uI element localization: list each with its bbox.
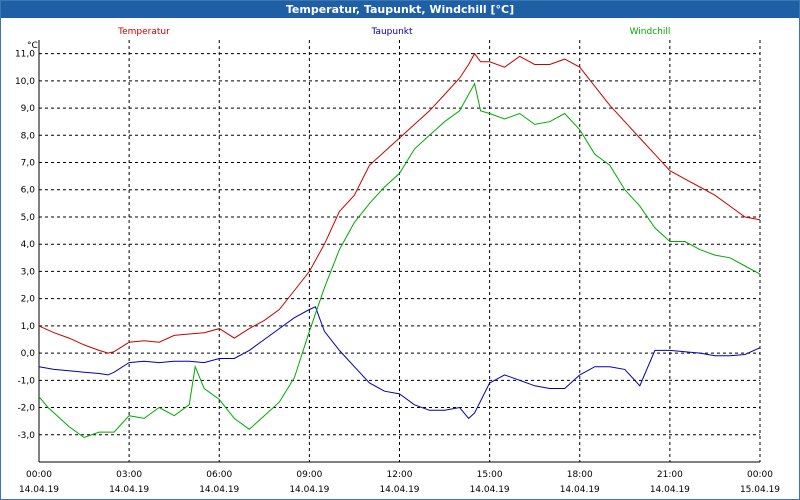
y-tick-label: -3,0 bbox=[17, 431, 35, 441]
y-tick-label: 0,0 bbox=[21, 349, 36, 359]
y-tick-label: 1,0 bbox=[21, 322, 36, 332]
x-tick-time: 00:00 bbox=[26, 470, 52, 480]
x-tick-date: 14.04.19 bbox=[650, 485, 690, 495]
x-tick-date: 14.04.19 bbox=[199, 485, 239, 495]
y-tick-label: -1,0 bbox=[17, 376, 35, 386]
axes: -3,0 -2,0 -1,0 0,0 1,0 2,0 3,0 4,0 5,0 6,0 7,0 8,0 9… bbox=[15, 40, 780, 495]
x-tick-date: 14.04.19 bbox=[19, 485, 59, 495]
x-tick-time: 12:00 bbox=[387, 470, 413, 480]
x-tick-time: 09:00 bbox=[296, 470, 322, 480]
x-tick-date: 15.04.19 bbox=[740, 485, 780, 495]
legend-entry-windchill: Windchill bbox=[630, 27, 671, 37]
y-tick-label: -2,0 bbox=[17, 404, 35, 414]
x-tick-time: 06:00 bbox=[206, 470, 232, 480]
x-tick-date: 14.04.19 bbox=[560, 485, 600, 495]
y-tick-label: 2,0 bbox=[21, 295, 36, 305]
y-tick-label: 6,0 bbox=[21, 186, 36, 196]
chart-title: Temperatur, Taupunkt, Windchill [°C] bbox=[1, 1, 799, 18]
x-tick-time: 15:00 bbox=[477, 470, 503, 480]
x-tick-date: 14.04.19 bbox=[109, 485, 149, 495]
x-tick-date: 14.04.19 bbox=[379, 485, 419, 495]
y-tick-label: 3,0 bbox=[21, 267, 36, 277]
legend-entry-temperatur: Temperatur bbox=[117, 27, 170, 37]
series-line-temperatur bbox=[38, 52, 761, 354]
y-tick-label: 4,0 bbox=[21, 240, 36, 250]
series-line-windchill bbox=[38, 82, 761, 439]
y-tick-label: 9,0 bbox=[21, 104, 36, 114]
x-tick-time: 00:00 bbox=[747, 470, 773, 480]
y-tick-label: 8,0 bbox=[21, 131, 36, 141]
x-tick-date: 14.04.19 bbox=[289, 485, 329, 495]
legend: Temperatur Taupunkt Windchill bbox=[117, 27, 670, 37]
legend-entry-taupunkt: Taupunkt bbox=[370, 27, 413, 37]
grid bbox=[38, 40, 761, 462]
y-tick-label: 7,0 bbox=[21, 159, 36, 169]
series-lines bbox=[38, 52, 761, 439]
y-tick-label: 11,0 bbox=[15, 50, 35, 60]
y-tick-label: 5,0 bbox=[21, 213, 36, 223]
x-tick-time: 18:00 bbox=[567, 470, 593, 480]
y-tick-label: 10,0 bbox=[15, 77, 35, 87]
x-tick-time: 21:00 bbox=[657, 470, 683, 480]
x-tick-date: 14.04.19 bbox=[470, 485, 510, 495]
series-line-taupunkt bbox=[38, 306, 761, 420]
x-tick-time: 03:00 bbox=[116, 470, 142, 480]
y-axis-label: °C bbox=[27, 41, 38, 51]
